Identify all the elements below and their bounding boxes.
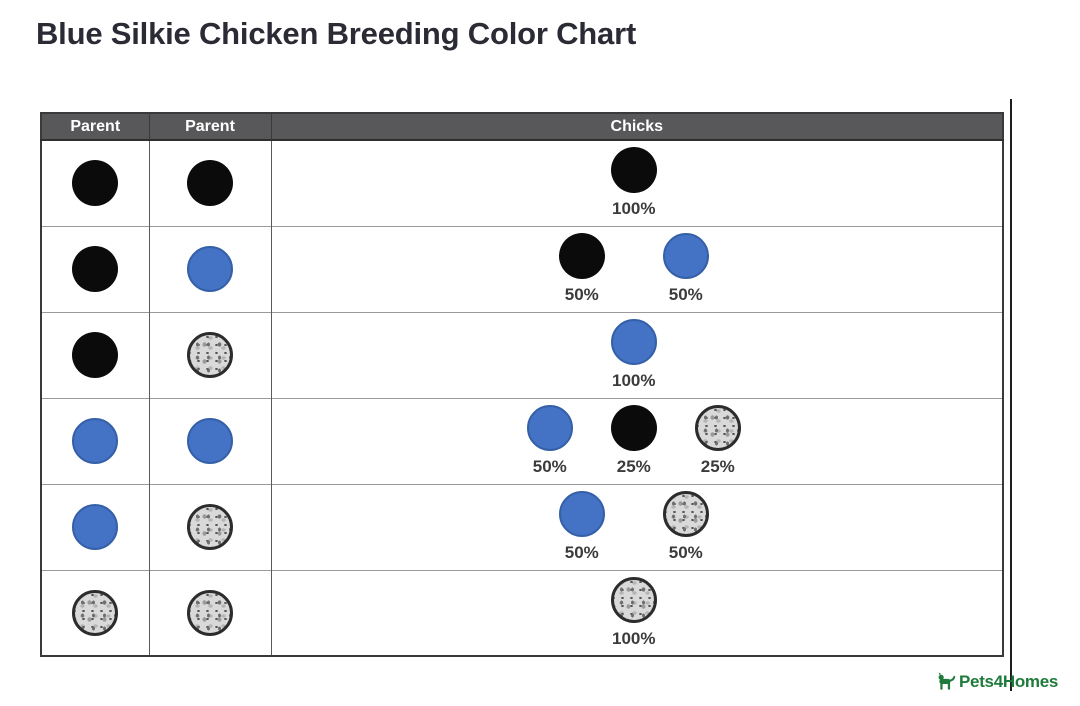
chick-percentage-label: 50% <box>564 543 599 562</box>
chick-percentage-label: 25% <box>616 457 651 476</box>
chick-result: 100% <box>610 576 657 649</box>
parent-cell-2 <box>148 225 271 312</box>
chick-percentage-label: 25% <box>700 457 735 476</box>
breeding-table-body: 100% 50% 50% 100% 50% 25% 25% 50% 50% 100% <box>40 139 1003 656</box>
chicks-cell: 100% <box>270 569 1003 656</box>
table-row: 100% <box>40 569 1003 656</box>
splash-chicken-dot-parent <box>187 332 233 378</box>
parent-cell-2 <box>148 397 271 484</box>
splash-chicken-dot-parent <box>72 589 119 636</box>
chicks-cell: 50% 25% 25% <box>270 397 1003 484</box>
blue-chicken-dot-chick <box>558 491 605 537</box>
chicks-cell: 50% 50% <box>270 483 1003 570</box>
column-header-parent-2: Parent <box>148 112 272 141</box>
chick-percentage-label: 100% <box>612 199 656 219</box>
parent-cell-2 <box>148 311 271 398</box>
table-row: 50% 50% <box>40 225 1003 312</box>
chick-percentage-label: 100% <box>612 628 656 648</box>
parent-cell-2 <box>148 139 271 226</box>
table-row: 50% 25% 25% <box>40 397 1003 484</box>
chick-result: 25% <box>610 405 657 477</box>
parent-cell-1 <box>40 311 149 398</box>
chick-result: 50% <box>662 233 709 305</box>
table-row: 100% <box>40 139 1003 226</box>
chick-result: 50% <box>662 491 709 563</box>
chick-percentage-label: 50% <box>564 285 599 304</box>
chick-result: 100% <box>610 319 657 391</box>
column-header-parent-1: Parent <box>40 112 150 141</box>
blue-chicken-dot-chick <box>526 405 573 451</box>
parent-cell-1 <box>40 569 149 656</box>
splash-chicken-dot-chick <box>662 491 709 537</box>
table-header-row: Parent Parent Chicks <box>40 112 1004 141</box>
blue-chicken-dot-parent <box>187 246 233 292</box>
parent-cell-1 <box>40 397 149 484</box>
chick-percentage-label: 100% <box>612 371 656 390</box>
blue-chicken-dot-chick <box>610 319 657 365</box>
chicks-cell: 100% <box>270 139 1003 226</box>
chick-percentage-label: 50% <box>668 543 703 562</box>
breeding-table: Parent Parent Chicks 100% 50% 50% 100% 50% 25… <box>40 112 1004 657</box>
splash-chicken-dot-parent <box>187 504 233 550</box>
table-row: 50% 50% <box>40 483 1003 570</box>
chicks-cell: 100% <box>270 311 1003 398</box>
chick-percentage-label: 50% <box>532 457 567 476</box>
chick-result: 50% <box>526 405 573 477</box>
pets4homes-dog-icon <box>938 672 956 690</box>
black-chicken-dot-chick <box>610 147 657 194</box>
blue-chicken-dot-chick <box>662 233 709 279</box>
chick-result: 50% <box>558 491 605 563</box>
black-chicken-dot-parent <box>72 160 119 207</box>
table-row: 100% <box>40 311 1003 398</box>
page-title: Blue Silkie Chicken Breeding Color Chart <box>36 16 637 51</box>
black-chicken-dot-chick <box>610 405 657 451</box>
chick-percentage-label: 50% <box>668 285 703 304</box>
splash-chicken-dot-parent <box>187 589 233 636</box>
blue-chicken-dot-parent <box>72 418 119 464</box>
vertical-divider-line <box>1010 99 1012 691</box>
splash-chicken-dot-chick <box>694 405 741 451</box>
black-chicken-dot-parent <box>187 160 233 207</box>
pets4homes-logo: Pets4Homes <box>936 672 1058 692</box>
chick-result: 100% <box>610 147 657 219</box>
parent-cell-1 <box>40 225 149 312</box>
black-chicken-dot-chick <box>558 233 605 279</box>
black-chicken-dot-parent <box>72 332 119 378</box>
breeding-chart-table-wrap: Parent Parent Chicks 100% 50% 50% 100% 50% 25… <box>40 112 1004 657</box>
parent-cell-2 <box>148 569 271 656</box>
parent-cell-1 <box>40 139 149 226</box>
parent-cell-2 <box>148 483 271 570</box>
pets4homes-logo-text: Pets4Homes <box>959 672 1059 691</box>
column-header-chicks: Chicks <box>270 112 1004 141</box>
blue-chicken-dot-parent <box>72 504 119 550</box>
chick-result: 50% <box>558 233 605 305</box>
black-chicken-dot-parent <box>72 246 119 292</box>
blue-chicken-dot-parent <box>187 418 233 464</box>
chick-result: 25% <box>694 405 741 477</box>
parent-cell-1 <box>40 483 149 570</box>
splash-chicken-dot-chick <box>610 576 657 623</box>
chicks-cell: 50% 50% <box>270 225 1003 312</box>
